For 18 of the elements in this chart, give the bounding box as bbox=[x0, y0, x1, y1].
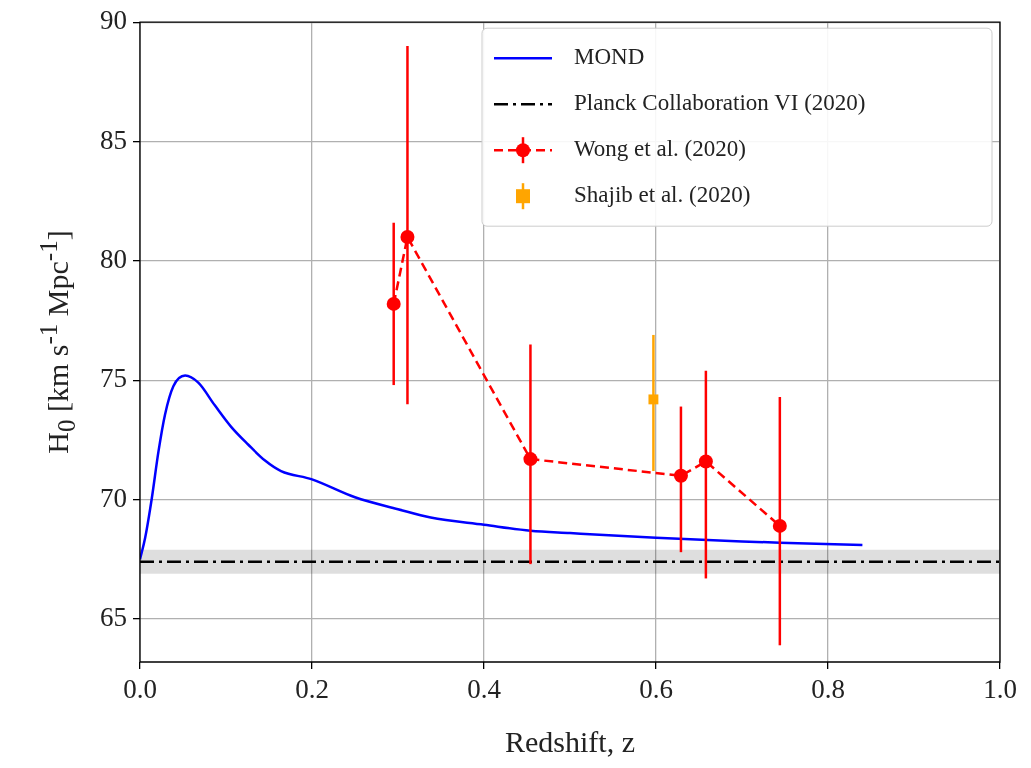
y-tick-label: 70 bbox=[100, 482, 127, 513]
line-series bbox=[140, 374, 864, 561]
x-tick-label: 0.4 bbox=[467, 674, 502, 705]
legend-label: Wong et al. (2020) bbox=[574, 136, 746, 162]
y-tick-label: 80 bbox=[100, 244, 127, 275]
y-tick-label: 75 bbox=[100, 363, 127, 394]
x-tick-label: 0.0 bbox=[123, 674, 157, 705]
x-tick-label: 0.6 bbox=[639, 674, 673, 705]
x-tick-label: 1.0 bbox=[983, 674, 1017, 705]
legend-label: MOND bbox=[574, 44, 645, 70]
y-tick-label: 85 bbox=[100, 124, 127, 155]
x-axis-title: Redshift, z bbox=[505, 725, 635, 759]
x-tick-label: 0.8 bbox=[811, 674, 845, 705]
legend-label: Shajib et al. (2020) bbox=[574, 182, 751, 208]
y-tick-label: 90 bbox=[100, 5, 127, 36]
y-tick-label: 65 bbox=[100, 602, 127, 633]
x-tick-label: 0.2 bbox=[295, 674, 329, 705]
legend-label: Planck Collaboration VI (2020) bbox=[574, 90, 866, 116]
